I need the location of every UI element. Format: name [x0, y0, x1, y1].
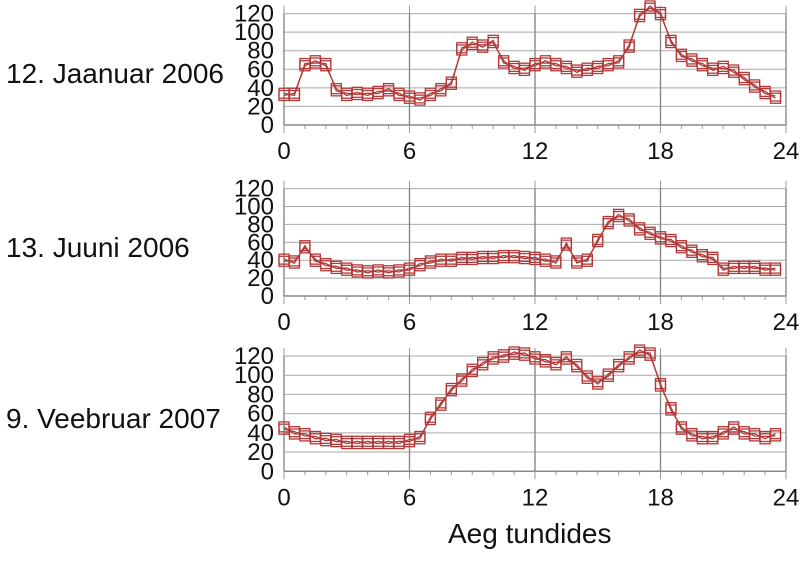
- svg-text:120: 120: [234, 1, 274, 28]
- svg-text:0: 0: [277, 309, 290, 336]
- svg-text:12: 12: [522, 309, 549, 336]
- svg-text:18: 18: [647, 484, 674, 511]
- svg-text:24: 24: [773, 484, 800, 511]
- svg-text:120: 120: [234, 176, 274, 203]
- svg-text:18: 18: [647, 309, 674, 336]
- svg-text:24: 24: [773, 138, 800, 165]
- svg-text:0: 0: [277, 484, 290, 511]
- svg-text:120: 120: [234, 343, 274, 370]
- svg-text:12: 12: [522, 138, 549, 165]
- svg-text:18: 18: [647, 138, 674, 165]
- svg-text:12: 12: [522, 484, 549, 511]
- svg-text:6: 6: [403, 484, 416, 511]
- svg-text:0: 0: [277, 138, 290, 165]
- svg-text:24: 24: [773, 309, 800, 336]
- svg-text:6: 6: [403, 309, 416, 336]
- svg-text:6: 6: [403, 138, 416, 165]
